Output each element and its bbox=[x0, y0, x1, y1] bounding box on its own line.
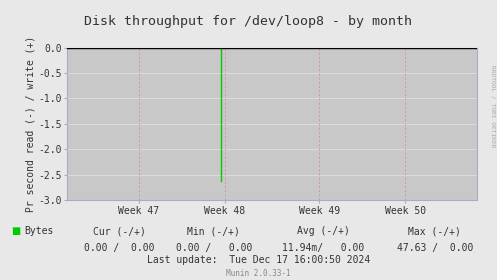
Text: ■: ■ bbox=[11, 226, 20, 236]
Text: RRDTOOL / TOBI OETIKER: RRDTOOL / TOBI OETIKER bbox=[491, 65, 496, 148]
Text: Bytes: Bytes bbox=[24, 226, 53, 236]
Text: 0.00 /  0.00: 0.00 / 0.00 bbox=[84, 243, 155, 253]
Text: Munin 2.0.33-1: Munin 2.0.33-1 bbox=[226, 269, 291, 278]
Text: Avg (-/+): Avg (-/+) bbox=[297, 226, 349, 236]
Text: Cur (-/+): Cur (-/+) bbox=[93, 226, 146, 236]
Text: Min (-/+): Min (-/+) bbox=[187, 226, 240, 236]
Text: 47.63 /  0.00: 47.63 / 0.00 bbox=[397, 243, 473, 253]
Text: 0.00 /   0.00: 0.00 / 0.00 bbox=[175, 243, 252, 253]
Y-axis label: Pr second read (-) / write (+): Pr second read (-) / write (+) bbox=[25, 36, 35, 212]
Text: 11.94m/   0.00: 11.94m/ 0.00 bbox=[282, 243, 364, 253]
Text: Max (-/+): Max (-/+) bbox=[409, 226, 461, 236]
Text: Disk throughput for /dev/loop8 - by month: Disk throughput for /dev/loop8 - by mont… bbox=[84, 15, 413, 28]
Text: Last update:  Tue Dec 17 16:00:50 2024: Last update: Tue Dec 17 16:00:50 2024 bbox=[147, 255, 370, 265]
